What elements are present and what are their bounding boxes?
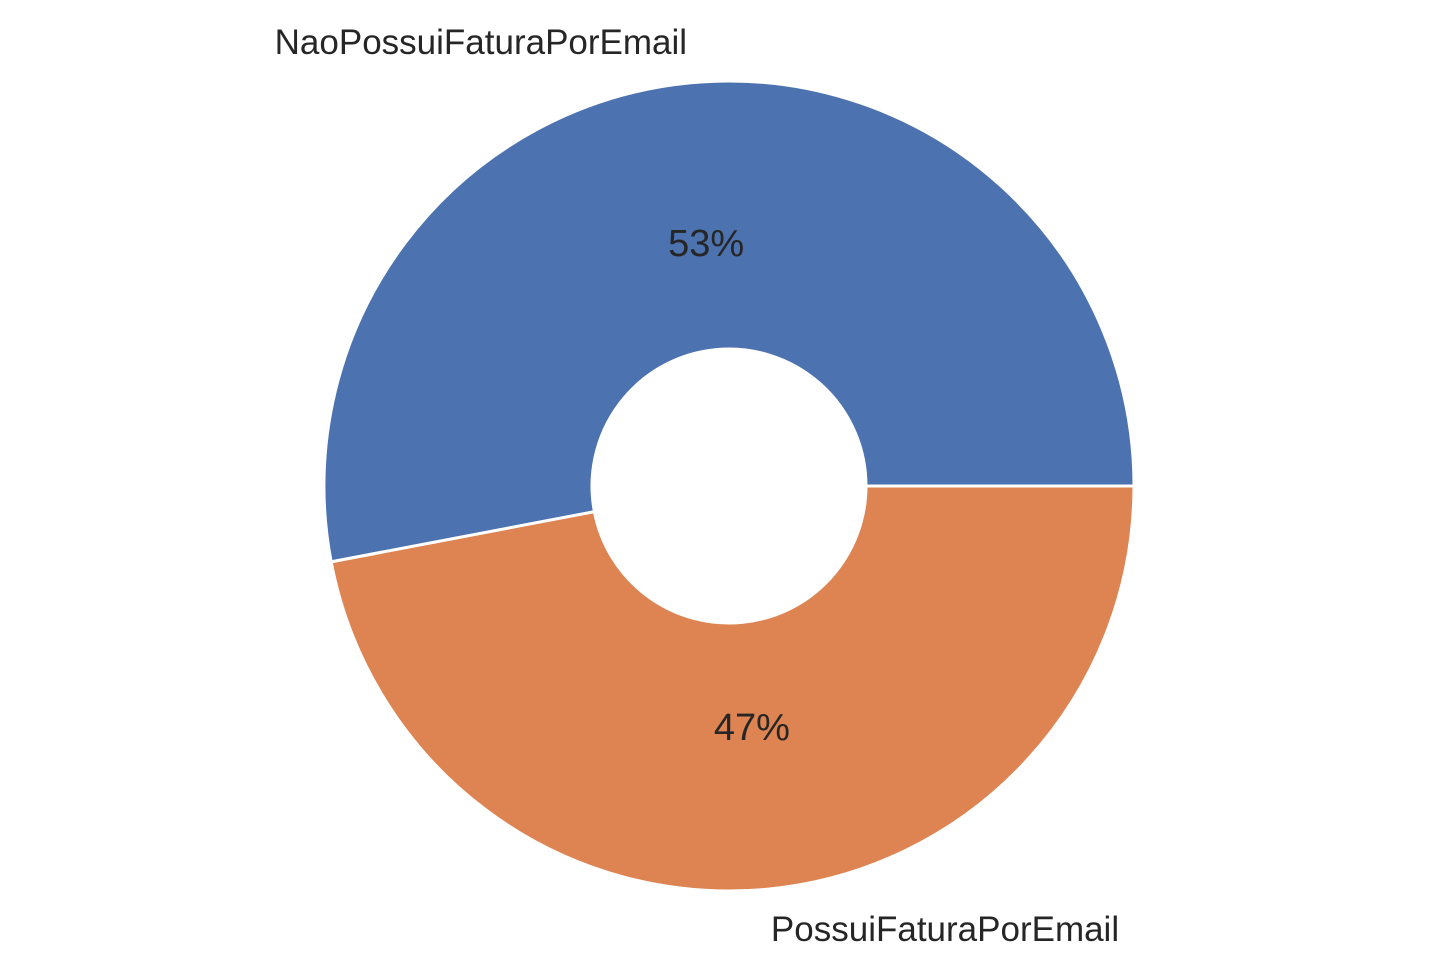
value-label-PossuiFaturaPorEmail: 47% [714, 707, 790, 749]
category-label-PossuiFaturaPorEmail: PossuiFaturaPorEmail [771, 910, 1119, 949]
value-labels: 53% 47% [668, 223, 790, 749]
slice-PossuiFaturaPorEmail [329, 484, 1136, 893]
category-label-NaoPossuiFaturaPorEmail: NaoPossuiFaturaPorEmail [275, 23, 687, 62]
slice-NaoPossuiFaturaPorEmail [322, 79, 1136, 564]
value-label-NaoPossuiFaturaPorEmail: 53% [668, 223, 744, 265]
slices [322, 79, 1136, 893]
category-labels: NaoPossuiFaturaPorEmail PossuiFaturaPorEm… [275, 23, 1119, 949]
